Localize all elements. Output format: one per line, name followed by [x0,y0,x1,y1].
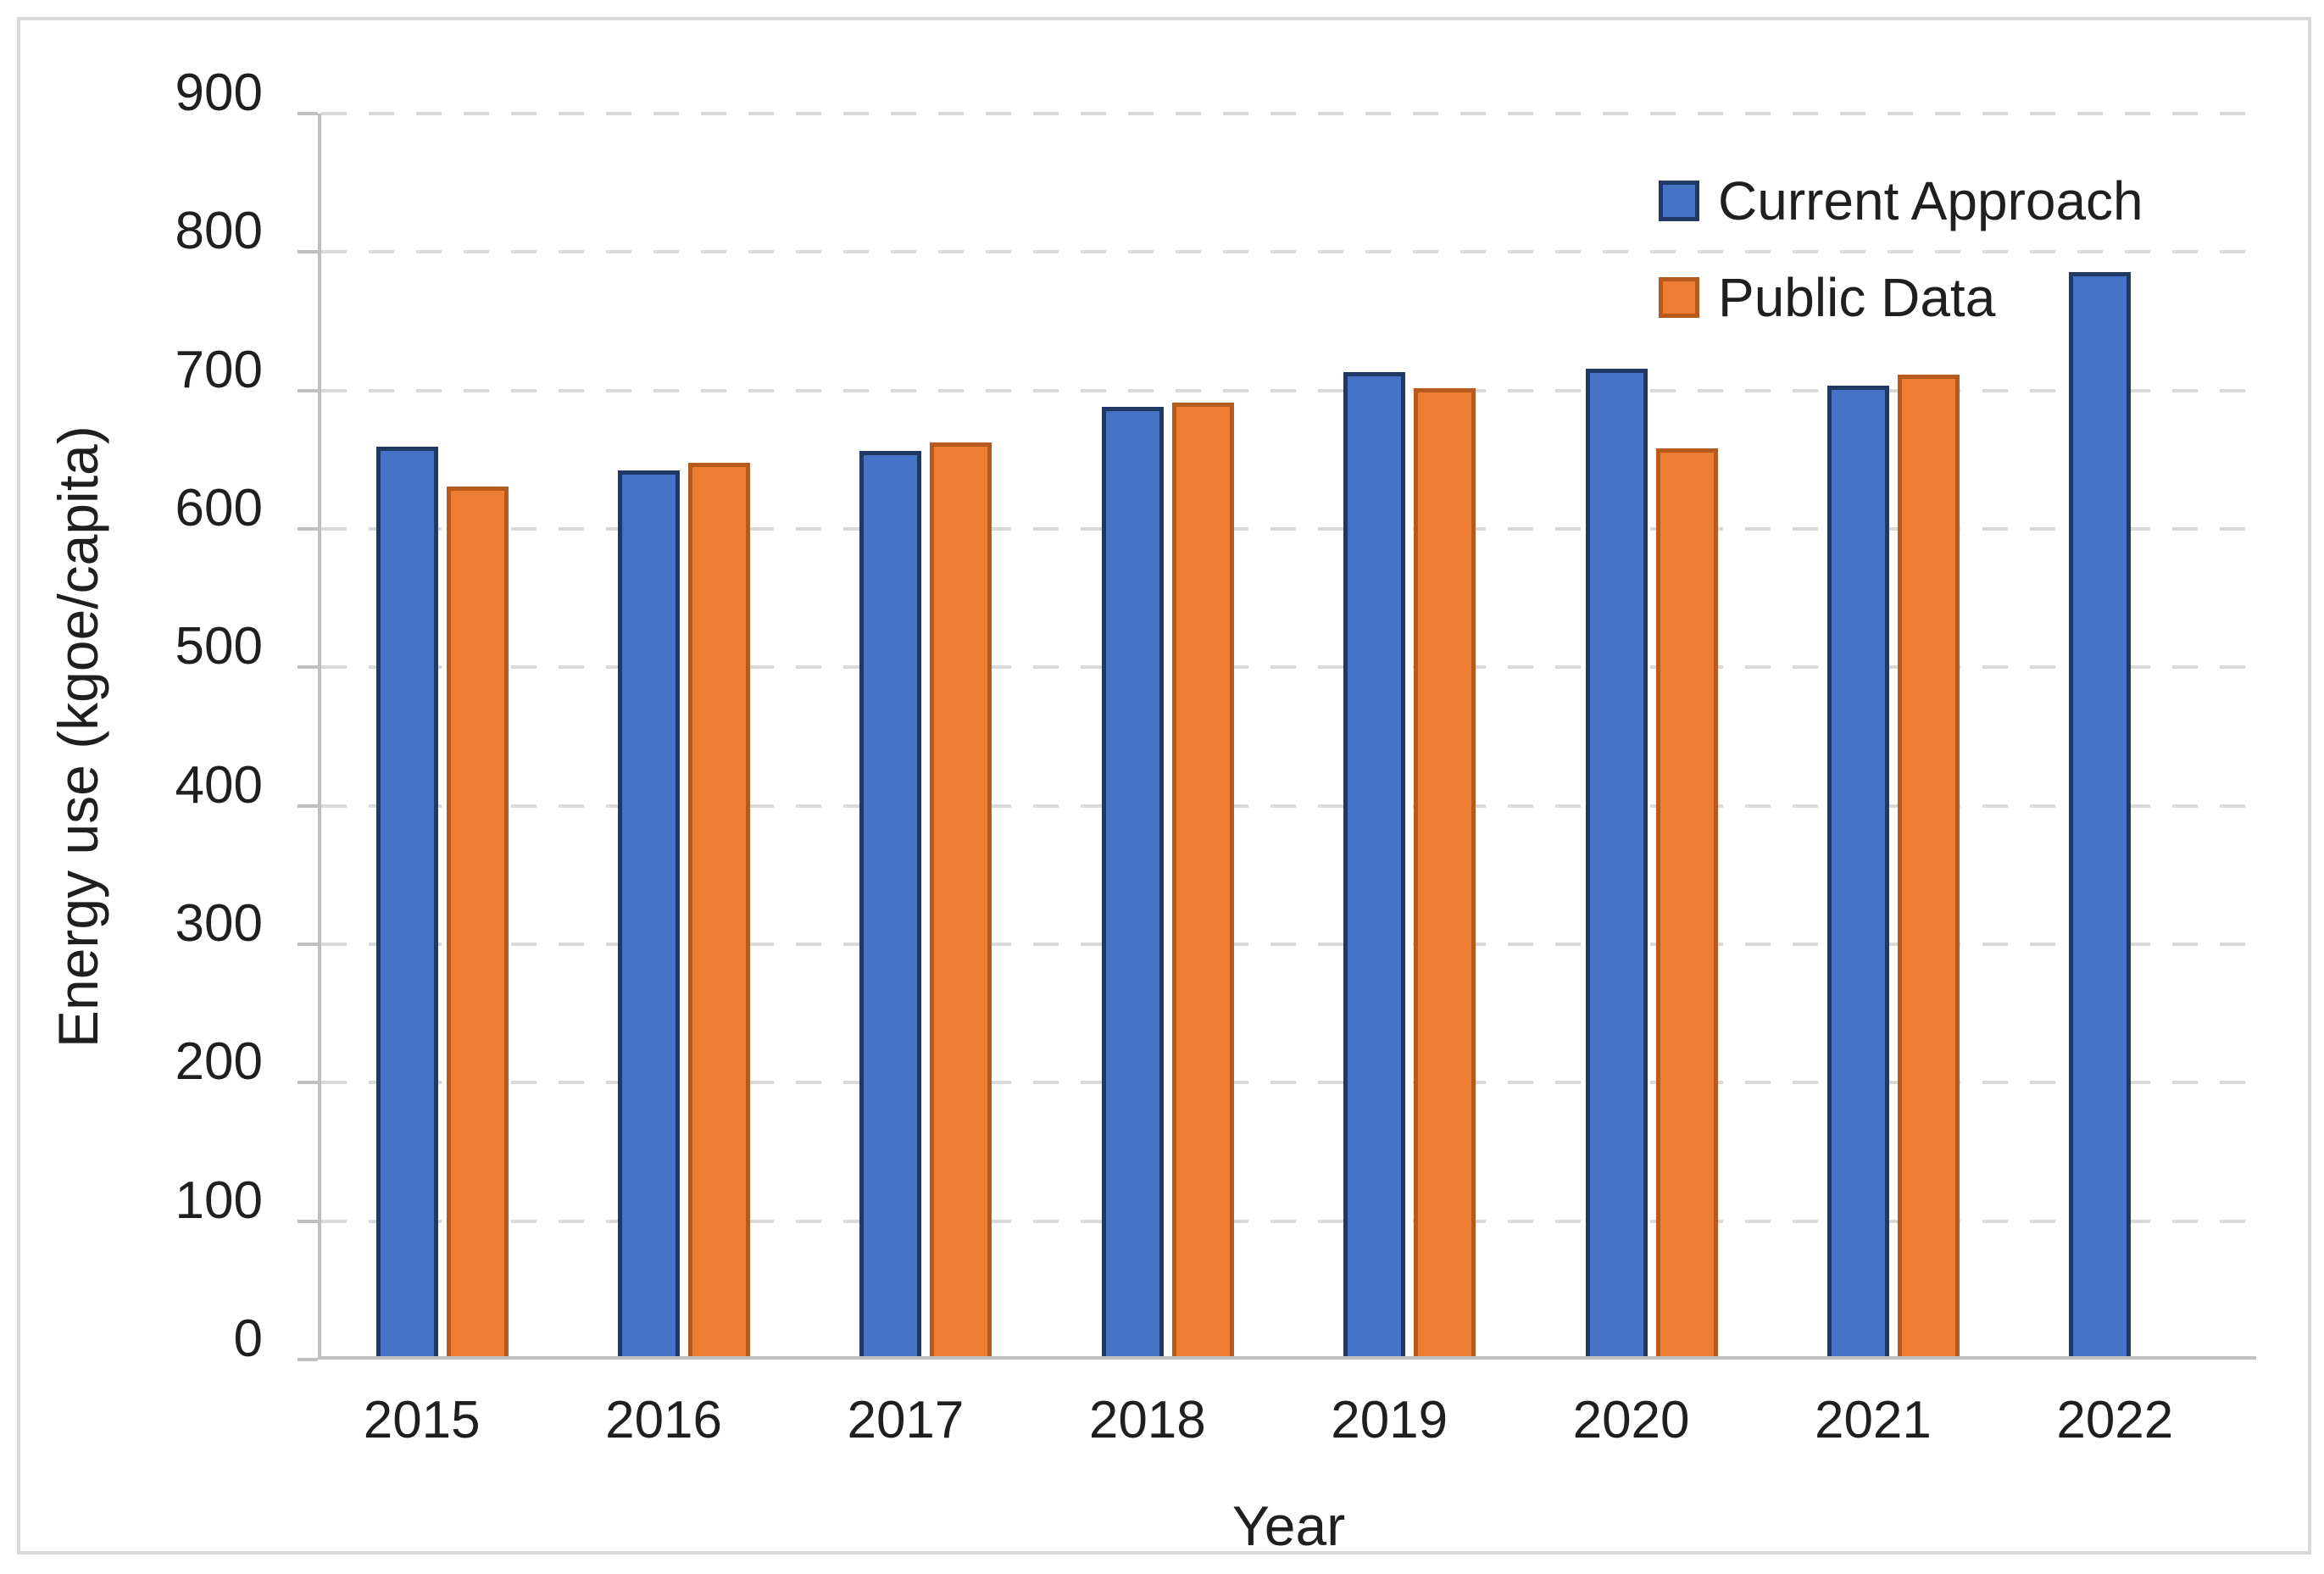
x-tick-label-2022: 2022 [2056,1391,2174,1449]
legend-label-public-data: Public Data [1718,267,1996,328]
bar-group-2019 [1289,114,1531,1356]
x-tick-label-2018: 2018 [1088,1391,1206,1449]
bar-group-2021 [1772,114,2014,1356]
bar-group-2016 [563,114,804,1356]
x-tick-label-2017: 2017 [847,1391,965,1449]
bar-current-approach-2015 [375,447,438,1356]
bar-public-data-2018 [1171,403,1234,1356]
bar-public-data-2015 [446,487,509,1356]
x-axis-line [318,1356,2256,1360]
y-tick-mark-200 [297,1081,318,1085]
y-tick-mark-800 [297,250,318,254]
gridline-900 [321,112,2256,115]
gridline-400 [321,804,2256,808]
y-tick-mark-0 [297,1358,318,1361]
y-tick-mark-500 [297,665,318,670]
x-tick-label-2015: 2015 [363,1391,481,1449]
bar-group-2017 [805,114,1047,1356]
bar-group-2018 [1047,114,1288,1356]
bar-current-approach-2022 [2069,272,2132,1356]
bar-public-data-2021 [1897,375,1960,1356]
y-tick-label-0: 0 [233,1310,263,1368]
x-tick-label-2016: 2016 [605,1391,723,1449]
y-tick-mark-900 [297,112,318,115]
legend-item-current-approach: Current Approach [1659,171,2143,231]
gridline-200 [321,1081,2256,1085]
legend-swatch-current-approach [1659,181,1699,221]
y-tick-label-100: 100 [175,1171,263,1230]
bar-group-2015 [321,114,563,1356]
bar-public-data-2016 [688,463,751,1356]
x-tick-label-2020: 2020 [1572,1391,1690,1449]
bar-current-approach-2021 [1826,386,1889,1356]
gridline-800 [321,250,2256,254]
x-axis-title: Year [1231,1494,1346,1557]
y-tick-label-700: 700 [175,340,263,399]
bar-public-data-2017 [930,442,992,1356]
y-tick-mark-600 [297,527,318,531]
gridline-500 [321,665,2256,670]
bar-public-data-2020 [1655,448,1718,1356]
y-tick-label-400: 400 [175,755,263,815]
y-tick-mark-400 [297,804,318,808]
gridline-300 [321,943,2256,946]
x-tick-label-2021: 2021 [1814,1391,1932,1449]
bar-current-approach-2018 [1101,407,1164,1356]
bar-current-approach-2017 [859,451,922,1356]
bar-public-data-2019 [1414,388,1476,1356]
y-tick-mark-100 [297,1219,318,1223]
legend-item-public-data: Public Data [1659,268,2143,327]
gridline-100 [321,1219,2256,1223]
bar-current-approach-2019 [1343,372,1406,1356]
y-tick-label-500: 500 [175,617,263,676]
y-tick-mark-300 [297,943,318,946]
chart-frame: Energy use (kgoe/capita) Year Current Ap… [17,17,2311,1557]
plot-area [297,112,2256,1361]
x-tick-label-2019: 2019 [1331,1391,1448,1449]
y-axis-line [318,114,321,1360]
y-tick-label-800: 800 [175,202,263,261]
y-tick-label-900: 900 [175,64,263,122]
legend-swatch-public-data [1659,277,1699,318]
gridline-600 [321,527,2256,531]
bar-group-2020 [1531,114,1772,1356]
legend: Current Approach Public Data [1659,171,2143,327]
legend-label-current-approach: Current Approach [1718,170,2143,231]
y-tick-label-200: 200 [175,1032,263,1092]
bar-group-2022 [2015,114,2256,1356]
y-tick-label-600: 600 [175,479,263,537]
bar-current-approach-2016 [618,470,681,1356]
bar-current-approach-2020 [1585,369,1648,1356]
y-tick-mark-700 [297,388,318,392]
y-tick-label-300: 300 [175,894,263,953]
gridline-700 [321,388,2256,392]
